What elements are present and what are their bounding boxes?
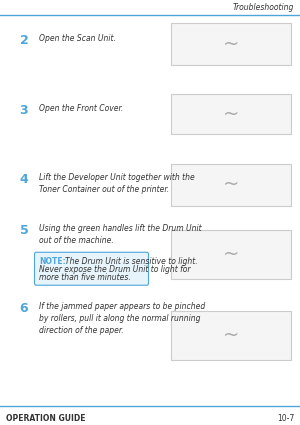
FancyBboxPatch shape bbox=[171, 230, 291, 279]
Text: 4: 4 bbox=[20, 173, 28, 186]
Text: The Drum Unit is sensitive to light.: The Drum Unit is sensitive to light. bbox=[64, 257, 197, 266]
FancyBboxPatch shape bbox=[171, 94, 291, 134]
Text: ~: ~ bbox=[223, 35, 239, 54]
FancyBboxPatch shape bbox=[171, 312, 291, 360]
Text: ~: ~ bbox=[223, 105, 239, 123]
Text: 2: 2 bbox=[20, 34, 28, 47]
Text: ~: ~ bbox=[223, 245, 239, 264]
FancyBboxPatch shape bbox=[34, 252, 148, 285]
Text: Never expose the Drum Unit to light for: Never expose the Drum Unit to light for bbox=[39, 265, 190, 274]
Text: Open the Front Cover.: Open the Front Cover. bbox=[39, 104, 123, 113]
Text: ~: ~ bbox=[223, 175, 239, 194]
Text: OPERATION GUIDE: OPERATION GUIDE bbox=[6, 414, 85, 423]
Text: Troubleshooting: Troubleshooting bbox=[232, 3, 294, 12]
Text: 3: 3 bbox=[20, 104, 28, 116]
Text: If the jammed paper appears to be pinched
by rollers, pull it along the normal r: If the jammed paper appears to be pinche… bbox=[39, 302, 205, 335]
Text: ~: ~ bbox=[223, 326, 239, 345]
Text: 6: 6 bbox=[20, 302, 28, 315]
Text: 5: 5 bbox=[20, 224, 28, 237]
Text: NOTE:: NOTE: bbox=[39, 257, 66, 266]
FancyBboxPatch shape bbox=[171, 164, 291, 206]
FancyBboxPatch shape bbox=[171, 23, 291, 65]
Text: Open the Scan Unit.: Open the Scan Unit. bbox=[39, 34, 116, 43]
Text: more than five minutes.: more than five minutes. bbox=[39, 273, 131, 282]
Text: Lift the Developer Unit together with the
Toner Container out of the printer.: Lift the Developer Unit together with th… bbox=[39, 173, 195, 194]
Text: Using the green handles lift the Drum Unit
out of the machine.: Using the green handles lift the Drum Un… bbox=[39, 224, 202, 245]
Text: 10-7: 10-7 bbox=[277, 414, 294, 423]
